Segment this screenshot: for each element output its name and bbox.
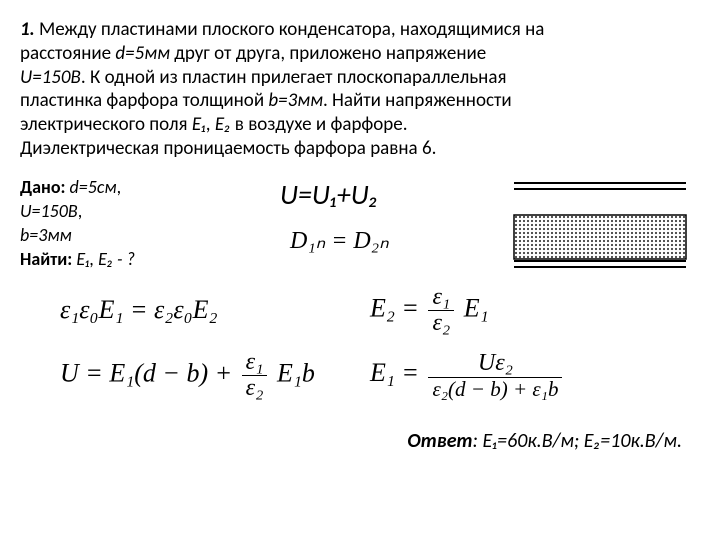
given-block: Дано: d=5см, U=150В, b=3мм Найти: Е₁, Е₂… bbox=[20, 175, 250, 272]
eq-d-normal: D₁ₙ = D₂ₙ bbox=[290, 226, 490, 255]
main-equations: U=U₁+U₂ D₁ₙ = D₂ₙ bbox=[250, 175, 490, 255]
answer-line: Ответ: Е₁=60к.В/м; Е₂=10к.В/м. bbox=[20, 429, 682, 453]
eq-e1-solution: E₁ = Uε₂ε₂(d − b) + ε₁b bbox=[370, 351, 565, 399]
eq-epsilon: ε₁ε₀E₁ = ε₂ε₀E₂ bbox=[60, 295, 370, 325]
problem-number: 1. bbox=[20, 18, 35, 41]
eq-row-2: U = E₁(d − b) + ε₁ε₂ E₁b E₁ = Uε₂ε₂(d − … bbox=[60, 350, 700, 401]
eq-u-expanded: U = E₁(d − b) + ε₁ε₂ E₁b bbox=[60, 350, 370, 401]
problem-statement: 1. Между пластинами плоского конденсатор… bbox=[20, 18, 700, 161]
eq-voltage-sum: U=U₁+U₂ bbox=[280, 177, 490, 212]
eq-row-1: ε₁ε₀E₁ = ε₂ε₀E₂ E₂ = ε₁ε₂ E₁ bbox=[60, 285, 700, 336]
capacitor-diagram bbox=[510, 175, 690, 275]
given-and-diagram-row: Дано: d=5см, U=150В, b=3мм Найти: Е₁, Е₂… bbox=[20, 175, 700, 275]
eq-e2: E₂ = ε₁ε₂ E₁ bbox=[370, 285, 489, 336]
